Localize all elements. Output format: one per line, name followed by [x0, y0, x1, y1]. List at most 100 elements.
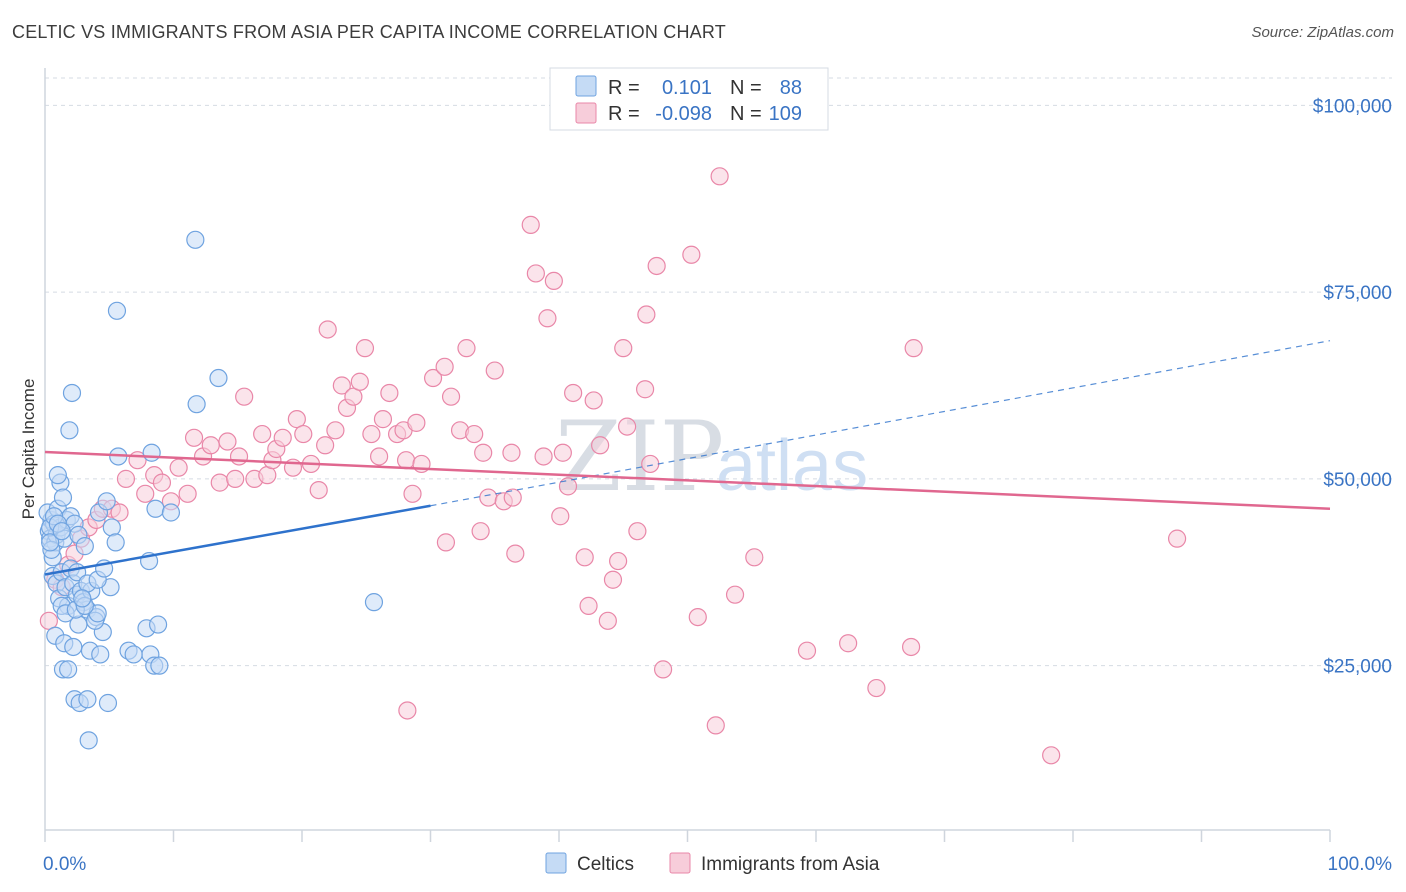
series-legend: Celtics Immigrants from Asia [545, 852, 880, 875]
axes [44, 68, 1331, 842]
asia-point-25 [229, 447, 249, 466]
celtic-point-37 [97, 492, 116, 511]
celtic-point-30 [53, 488, 73, 507]
asia-point-74 [558, 477, 578, 496]
asia-point-80 [598, 611, 617, 630]
y-tick-label-1: $50,000 [1323, 470, 1392, 491]
asia-point-11 [116, 469, 136, 488]
asia-point-79 [591, 436, 610, 455]
asia-point-41 [332, 376, 351, 395]
asia-point-76 [564, 383, 583, 403]
asia-point-69 [526, 264, 545, 283]
celtic-point-59 [150, 656, 169, 675]
celtic-point-44 [60, 421, 79, 440]
asia-point-103 [398, 701, 417, 720]
celtic-point-47 [187, 395, 206, 414]
asia-point-54 [407, 413, 426, 432]
asia-point-86 [637, 305, 656, 324]
asia-point-78 [584, 391, 603, 410]
asia-point-85 [628, 522, 647, 541]
legend-label-celtic: Celtics [577, 854, 634, 875]
celtic-trend-extension [430, 340, 1331, 507]
asia-point-104 [436, 533, 456, 552]
asia-point-60 [457, 339, 476, 358]
asia-point-73 [551, 507, 570, 526]
asia-point-58 [441, 387, 461, 406]
asia-point-102 [1167, 529, 1187, 548]
watermark-zip: ZIP [555, 401, 724, 513]
asia-point-57 [435, 357, 454, 376]
asia-point-15 [152, 473, 172, 492]
asia-point-88 [647, 256, 666, 276]
asia-point-38 [316, 436, 335, 455]
asia-point-13 [136, 484, 155, 503]
asia-point-26 [235, 387, 254, 406]
celtic-point-29 [48, 466, 67, 485]
asia-point-24 [226, 469, 245, 488]
asia-point-75 [553, 443, 572, 462]
y-tick-label-0: $25,000 [1323, 657, 1392, 678]
source-attribution: Source: ZipAtlas.com [1251, 24, 1394, 41]
asia-point-84 [618, 417, 637, 436]
asia-point-32 [273, 428, 292, 447]
stats-legend: R = 0.101 N = 88 R = -0.098 N = 109 [549, 67, 829, 131]
asia-point-10 [110, 503, 129, 522]
asia-point-56 [423, 368, 443, 388]
series-celtic-points [38, 230, 384, 750]
asia-point-66 [502, 443, 521, 462]
celtic-point-79 [124, 645, 143, 664]
asia-point-53 [403, 484, 422, 503]
asia-point-71 [538, 309, 557, 328]
celtic-point-35 [75, 537, 94, 556]
asia-point-83 [614, 339, 633, 358]
y-tick-labels: $25,000 $50,000 $75,000 $100,000 [1313, 96, 1392, 677]
stats-n-value-celtic: 88 [780, 77, 802, 99]
trend-lines [44, 340, 1331, 576]
asia-point-95 [745, 548, 764, 567]
stats-n-value-asia: 109 [769, 103, 802, 125]
asia-point-97 [839, 634, 858, 653]
x-tick-label-0: 0.0% [43, 854, 86, 875]
asia-trend-line [44, 450, 1331, 511]
asia-point-49 [380, 383, 399, 403]
asia-point-47 [370, 447, 389, 466]
asia-point-22 [210, 473, 229, 492]
y-tick-label-2: $75,000 [1323, 283, 1392, 304]
celtic-point-53 [64, 637, 83, 657]
asia-point-23 [218, 432, 237, 451]
asia-point-91 [688, 607, 707, 627]
asia-point-19 [184, 428, 204, 447]
asia-point-96 [797, 641, 817, 660]
asia-point-77 [575, 548, 594, 567]
celtic-point-45 [62, 383, 82, 403]
asia-point-72 [544, 271, 563, 291]
asia-point-89 [653, 660, 673, 679]
asia-point-101 [1042, 746, 1061, 765]
stats-n-label-celtic: N = [730, 77, 762, 99]
asia-point-46 [362, 424, 381, 444]
celtic-point-61 [59, 660, 78, 679]
asia-point-90 [682, 245, 701, 264]
celtic-point-49 [186, 230, 205, 249]
stats-r-value-asia: -0.098 [655, 103, 712, 125]
asia-point-40 [326, 421, 345, 440]
x-tick-labels: 0.0% 100.0% [43, 854, 1392, 875]
asia-point-52 [396, 451, 416, 470]
celtic-point-38 [102, 518, 121, 537]
watermark: ZIP atlas [555, 401, 868, 513]
asia-point-37 [309, 480, 328, 500]
series-asia-points [39, 167, 1187, 765]
asia-point-93 [706, 716, 725, 735]
celtic-point-87 [73, 589, 92, 608]
stats-swatch-celtic [575, 75, 597, 97]
celtic-point-43 [161, 503, 181, 522]
y-tick-label-3: $100,000 [1313, 96, 1392, 117]
asia-point-63 [479, 488, 498, 507]
stats-r-value-celtic: 0.101 [662, 77, 712, 99]
asia-point-17 [169, 458, 188, 477]
asia-point-81 [603, 570, 623, 589]
celtic-point-65 [98, 693, 118, 713]
asia-point-45 [355, 339, 375, 358]
stats-n-label-asia: N = [730, 103, 762, 125]
celtic-point-68 [148, 615, 168, 634]
